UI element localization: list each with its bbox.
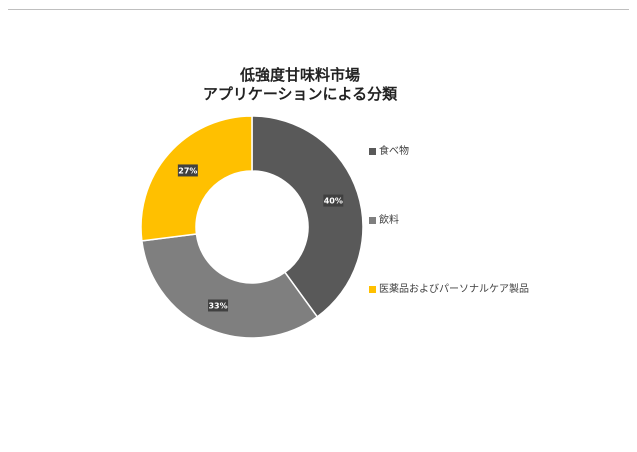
legend-label-food: 食べ物 [379, 146, 409, 157]
legend-swatch-food [369, 148, 376, 155]
donut-slice-beverage [141, 233, 319, 339]
data-label-pharma-personal-care: 27% [177, 164, 198, 177]
data-label-beverage: 33% [208, 299, 229, 312]
chart-title-line-2: アプリケーションによる分類 [202, 85, 398, 103]
legend-swatch-beverage [369, 217, 376, 224]
legend-label-beverage: 飲料 [379, 215, 399, 226]
legend-item-beverage: 飲料 [369, 214, 529, 228]
data-label-food: 40% [323, 194, 344, 207]
legend-swatch-pharma-personal-care [369, 286, 376, 293]
data-label-box-food [323, 194, 344, 207]
top-divider [8, 9, 629, 10]
data-label-text-beverage: 33% [208, 301, 227, 310]
chart-title: 低強度甘味料市場 アプリケーションによる分類 [170, 66, 430, 104]
donut-slice-food [251, 115, 364, 318]
legend-item-food: 食べ物 [369, 145, 529, 159]
data-label-box-pharma-personal-care [177, 164, 198, 177]
legend-item-pharma-personal-care: 医薬品およびパーソナルケア製品 [369, 283, 529, 297]
data-label-box-beverage [208, 299, 229, 312]
legend-label-pharma-personal-care: 医薬品およびパーソナルケア製品 [379, 284, 529, 295]
donut-slice-pharma-personal-care [140, 115, 253, 242]
data-label-text-pharma-personal-care: 27% [178, 166, 197, 175]
data-label-text-food: 40% [324, 197, 343, 206]
chart-title-line-1: 低強度甘味料市場 [239, 66, 360, 84]
